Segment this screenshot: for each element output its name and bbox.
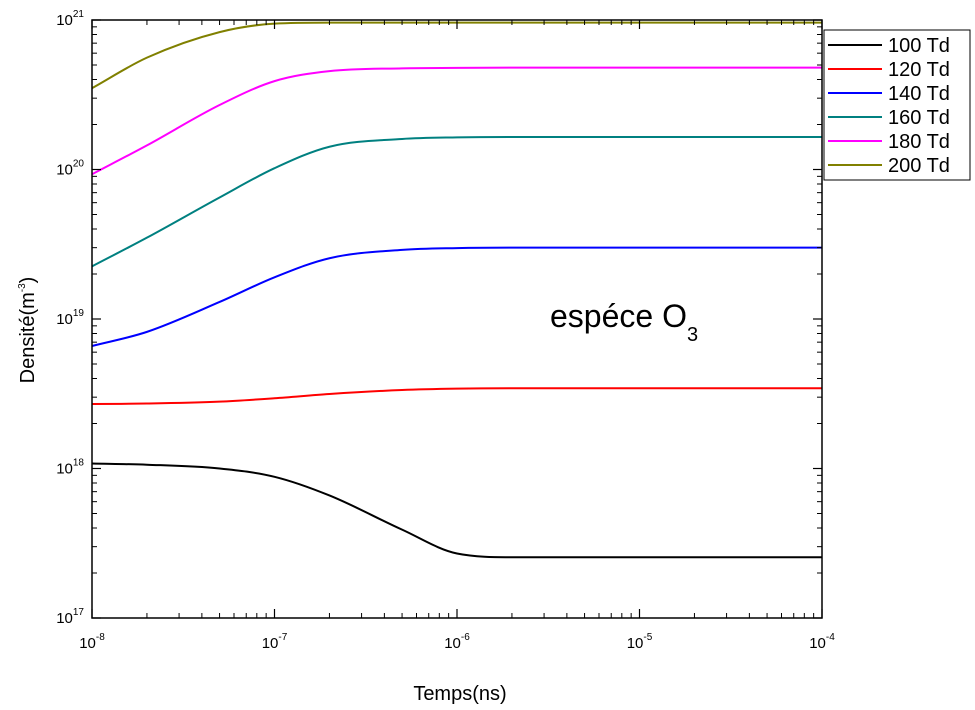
legend-label-5: 200 Td [888,155,950,177]
x-axis-label: Temps(ns) [413,683,506,705]
y-axis-label-base: Densité(m [17,292,39,383]
series-line-0 [91,462,822,559]
y-tick-label: 1017 [56,607,84,627]
y-axis-label-exponent: -3 [17,283,28,292]
y-axis-label: Densité(m-3) [17,277,39,384]
y-axis-label-close: ) [17,277,39,284]
species-annotation: espéce O3 [550,298,698,346]
axes-layer: 10-8 10-7 10-6 10-5 10-4 1017 1018 1019 1020 1021 [56,9,835,652]
legend-label-4: 180 Td [888,131,950,153]
series-line-1 [91,387,822,406]
x-tick-label: 10-4 [809,632,835,652]
legend-box [823,29,971,181]
y-tick-label: 1020 [56,159,84,179]
legend-label-2: 140 Td [888,83,950,105]
y-tick-label: 1021 [56,9,84,29]
legend-label-0: 100 Td [888,35,950,57]
x-tick-label: 10-5 [627,632,653,652]
plot-background [92,20,822,618]
species-annotation-subscript: 3 [687,324,698,346]
x-tick-label: 10-6 [444,632,470,652]
y-tick-label: 1019 [56,308,84,328]
plot-area [92,20,822,618]
series-line-3 [91,135,822,268]
y-tick-label: 1018 [56,458,84,478]
x-tick-label: 10-8 [79,632,105,652]
species-annotation-text: espéce O [550,298,687,334]
x-tick-label: 10-7 [262,632,288,652]
series-line-4 [91,66,822,176]
legend-label-3: 160 Td [888,107,950,129]
series-layer [91,21,822,559]
legend-label-1: 120 Td [888,59,950,81]
series-line-2 [91,246,822,347]
